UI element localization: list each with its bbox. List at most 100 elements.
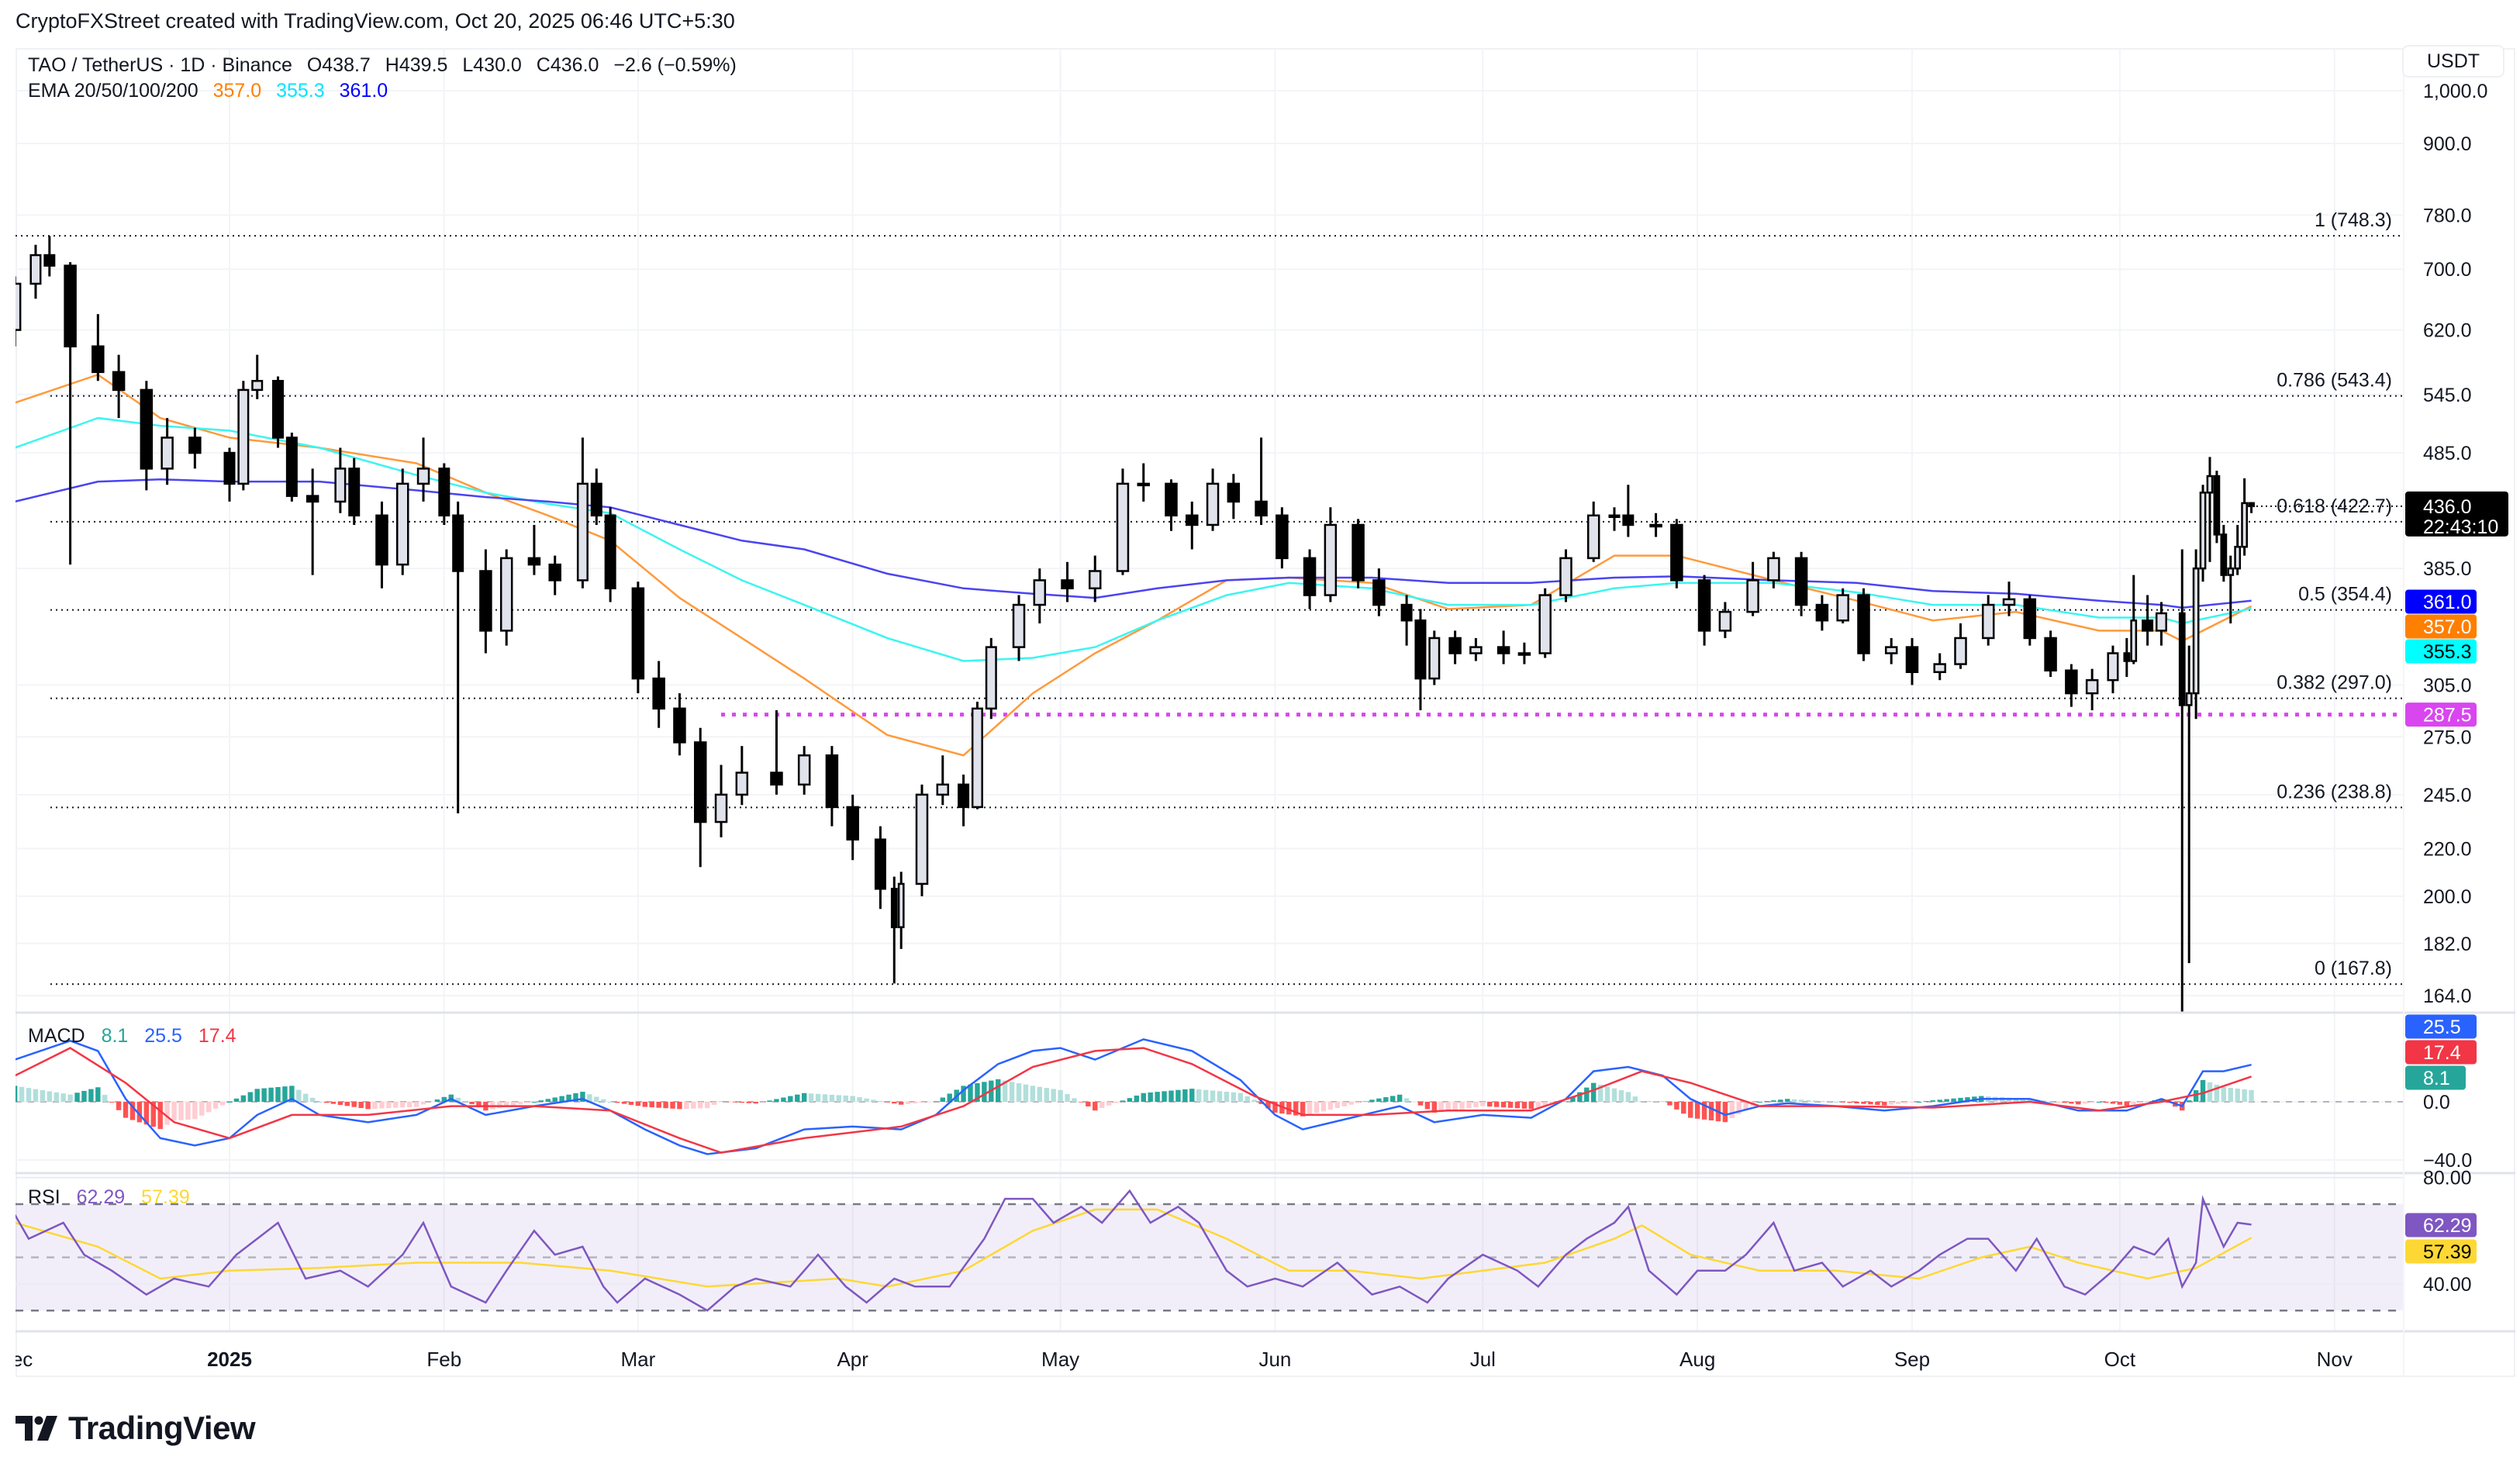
candle[interactable] (1255, 437, 1268, 525)
candle[interactable] (527, 524, 541, 575)
candle[interactable] (874, 826, 886, 910)
candle[interactable] (604, 507, 616, 602)
candle[interactable] (1884, 637, 1898, 664)
candle[interactable] (1746, 561, 1759, 616)
candle[interactable] (479, 549, 492, 654)
candle[interactable] (1186, 501, 1199, 550)
candle[interactable] (285, 432, 298, 502)
candle[interactable] (1815, 595, 1829, 631)
candle[interactable] (2065, 664, 2078, 707)
candle[interactable] (452, 501, 464, 814)
candle[interactable] (1586, 501, 1600, 562)
candle[interactable] (1836, 588, 1849, 623)
candle[interactable] (2142, 595, 2154, 646)
candle[interactable] (1933, 653, 1946, 681)
candle[interactable] (499, 549, 513, 646)
candle[interactable] (1954, 623, 1967, 669)
candle[interactable] (29, 244, 42, 299)
candle[interactable] (2155, 602, 2167, 646)
candle[interactable] (2248, 502, 2255, 513)
candle[interactable] (590, 468, 602, 525)
candle[interactable] (652, 661, 665, 728)
candle[interactable] (2002, 582, 2016, 616)
rsi-legend[interactable]: RSI 62.29 57.39 (28, 1186, 201, 1209)
candle[interactable] (1116, 468, 1130, 575)
candle[interactable] (797, 746, 811, 795)
candle[interactable] (1538, 588, 1552, 658)
currency-button[interactable]: USDT (2402, 45, 2504, 78)
candle[interactable] (1857, 588, 1870, 661)
candle[interactable] (825, 746, 839, 827)
candle[interactable] (348, 457, 361, 525)
candle[interactable] (438, 463, 450, 525)
candle[interactable] (735, 746, 749, 806)
candle[interactable] (2178, 549, 2186, 1040)
candle[interactable] (1303, 549, 1317, 609)
candle[interactable] (306, 468, 319, 575)
candle[interactable] (2044, 630, 2057, 677)
candle[interactable] (112, 354, 126, 419)
candle[interactable] (1137, 463, 1151, 502)
candle[interactable] (188, 427, 202, 469)
candle[interactable] (2123, 637, 2131, 677)
candle[interactable] (64, 262, 77, 565)
candle[interactable] (272, 376, 285, 448)
tradingview-logo[interactable]: TradingView (16, 1410, 256, 1447)
candle[interactable] (631, 582, 645, 694)
candle[interactable] (1469, 637, 1483, 661)
candle[interactable] (576, 437, 589, 589)
candle[interactable] (1905, 637, 1919, 685)
candle[interactable] (1517, 642, 1531, 664)
candle[interactable] (43, 236, 56, 277)
candle[interactable] (673, 693, 686, 756)
candle[interactable] (2241, 478, 2249, 556)
candle[interactable] (2185, 645, 2193, 964)
candle[interactable] (1400, 595, 1413, 646)
candle[interactable] (1089, 555, 1102, 602)
candle[interactable] (161, 418, 174, 485)
candle[interactable] (1165, 479, 1178, 531)
candle[interactable] (915, 784, 929, 896)
candle[interactable] (1670, 519, 1683, 589)
candle[interactable] (2107, 645, 2119, 694)
candle[interactable] (548, 555, 561, 595)
candle[interactable] (985, 637, 997, 720)
candle[interactable] (2213, 471, 2221, 544)
candle[interactable] (9, 276, 22, 347)
candle[interactable] (223, 447, 236, 502)
candle[interactable] (396, 468, 409, 575)
candle[interactable] (1414, 609, 1427, 711)
candle[interactable] (1496, 630, 1510, 664)
candle[interactable] (1372, 568, 1386, 616)
ema-legend[interactable]: EMA 20/50/100/200 357.0 355.3 361.0 (28, 80, 397, 102)
candle[interactable] (958, 775, 970, 827)
candle[interactable] (770, 710, 783, 795)
symbol-title[interactable]: TAO / TetherUS · 1D · Binance (28, 54, 292, 76)
candle[interactable] (91, 314, 105, 381)
candle[interactable] (1324, 507, 1338, 602)
candle[interactable] (1608, 507, 1621, 531)
candle[interactable] (1448, 630, 1462, 664)
candle[interactable] (2227, 555, 2235, 623)
candle[interactable] (936, 755, 950, 806)
candle[interactable] (1206, 468, 1220, 531)
candle[interactable] (846, 794, 859, 861)
candle[interactable] (2199, 485, 2207, 582)
macd-pane[interactable] (12, 1013, 2404, 1172)
candle[interactable] (1767, 551, 1780, 589)
candle[interactable] (1649, 513, 1662, 537)
candle[interactable] (1622, 485, 1635, 537)
candle[interactable] (890, 876, 898, 984)
candle[interactable] (2206, 457, 2214, 562)
candle[interactable] (714, 765, 728, 837)
candle[interactable] (416, 437, 430, 502)
candle[interactable] (2085, 668, 2099, 711)
candle[interactable] (1227, 474, 1241, 519)
candle[interactable] (2220, 524, 2228, 582)
candle[interactable] (2023, 595, 2037, 646)
candle[interactable] (237, 381, 250, 491)
candle[interactable] (1061, 561, 1074, 602)
candle[interactable] (1718, 602, 1732, 638)
candle[interactable] (140, 381, 154, 491)
